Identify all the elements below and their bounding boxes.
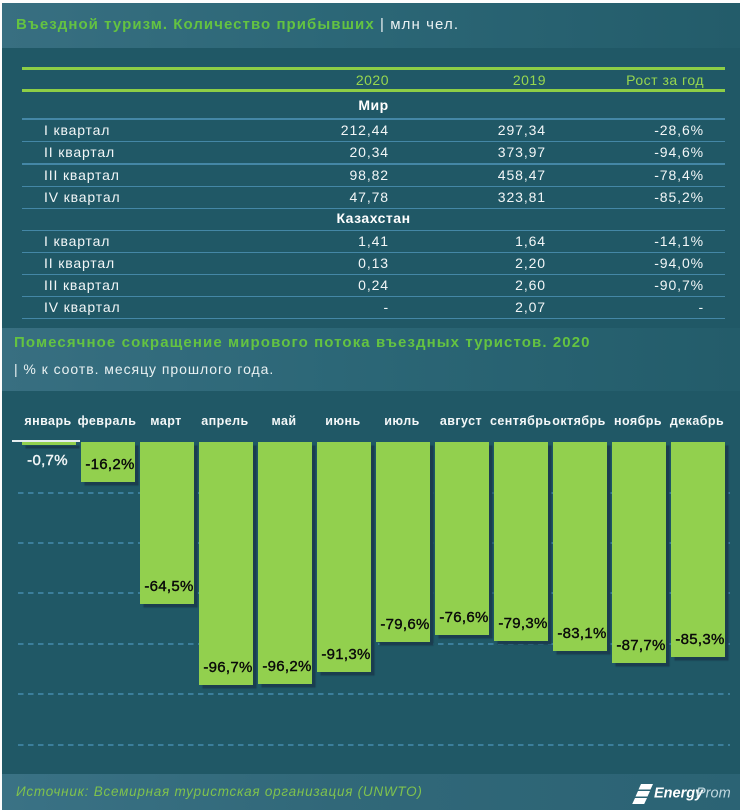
svg-text:Energy: Energy <box>654 786 704 802</box>
svg-text:Prom: Prom <box>696 786 731 802</box>
